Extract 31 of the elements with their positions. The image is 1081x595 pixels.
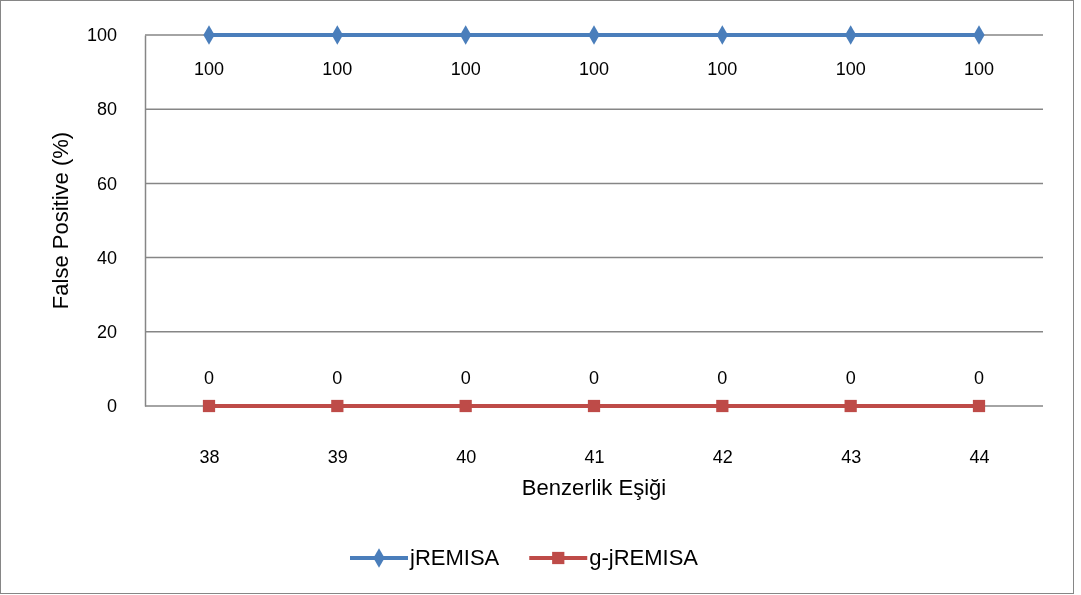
data-label: 100 <box>193 59 225 79</box>
data-label: 0 <box>973 368 985 388</box>
data-label: 100 <box>707 59 738 79</box>
data-label: 100 <box>835 59 866 79</box>
data-label: 100 <box>450 59 481 79</box>
y-tick-label: 0 <box>106 396 117 417</box>
y-tick-label: 80 <box>96 99 117 120</box>
y-tick-label: 100 <box>86 25 117 46</box>
data-label: 0 <box>845 368 856 388</box>
data-label: 0 <box>717 368 728 388</box>
x-axis-title: Benzerlik Eşiği <box>521 475 667 500</box>
x-tick-label: 39 <box>327 446 348 467</box>
data-label: 0 <box>332 368 343 388</box>
data-label: 0 <box>588 368 600 388</box>
x-tick-label: 42 <box>712 446 733 467</box>
y-axis-title: False Positive (%) <box>48 131 73 310</box>
x-tick-label: 38 <box>199 446 220 467</box>
y-tick-label: 60 <box>96 173 117 194</box>
data-label: 0 <box>203 368 215 388</box>
data-label: 0 <box>460 368 471 388</box>
data-label: 100 <box>578 59 610 79</box>
y-tick-label: 20 <box>96 322 117 343</box>
x-tick-label: 41 <box>584 446 605 467</box>
legend-label: g-jREMISA <box>589 545 699 570</box>
legend-label: jREMISA <box>409 545 500 570</box>
x-tick-label: 43 <box>841 446 862 467</box>
data-label: 100 <box>322 59 353 79</box>
x-tick-label: 44 <box>969 446 990 467</box>
x-tick-label: 40 <box>456 446 477 467</box>
data-label: 100 <box>963 59 995 79</box>
y-tick-label: 40 <box>96 247 117 268</box>
